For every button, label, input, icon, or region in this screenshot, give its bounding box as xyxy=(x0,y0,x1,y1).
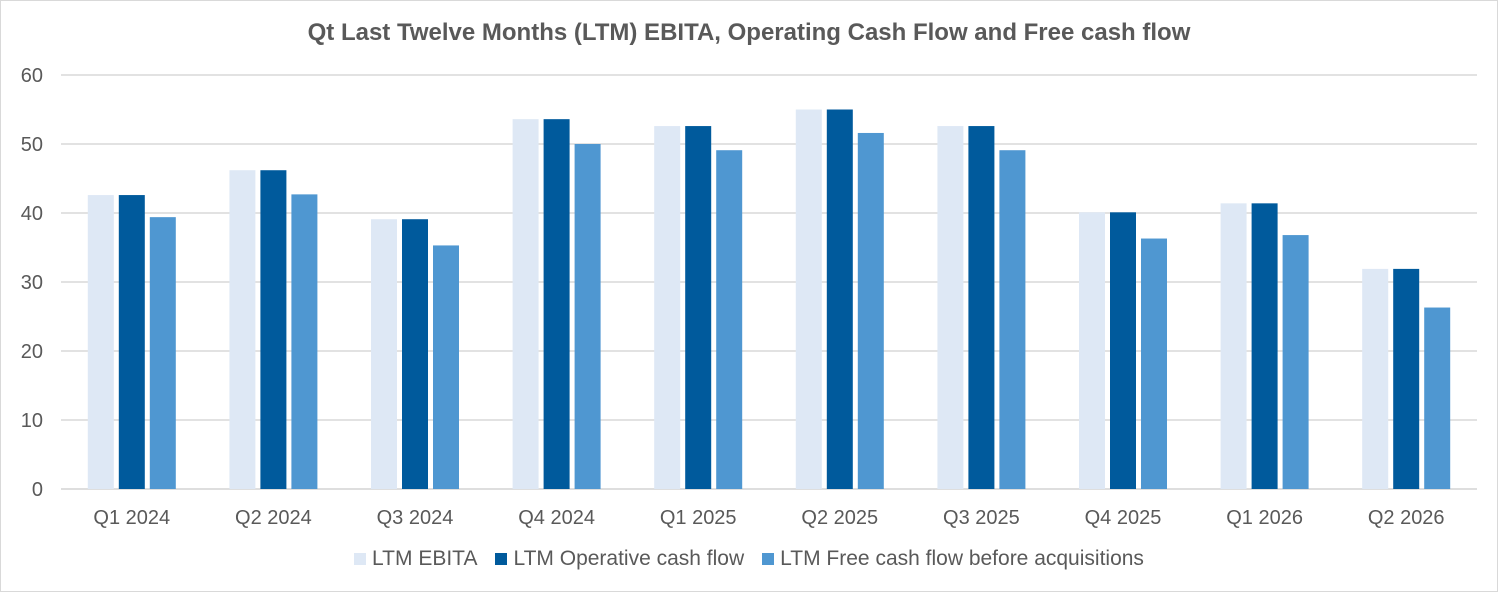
x-axis-ticks: Q1 2024 Q2 2024 Q3 2024 Q4 2024 Q1 2025 Q2 20… xyxy=(93,507,1444,529)
x-tick-label: Q2 2024 xyxy=(235,507,312,529)
bar-1-q3-2024 xyxy=(371,219,397,489)
chart-title: Qt Last Twelve Months (LTM) EBITA, Opera… xyxy=(307,19,1191,46)
bar-1-q1-2026 xyxy=(1220,203,1247,489)
x-tick-label: Q2 2026 xyxy=(1368,507,1445,529)
x-tick-label: Q1 2026 xyxy=(1226,507,1303,529)
legend-item: LTM Free cash flow before acquisitions xyxy=(762,547,1144,571)
bar-3-q1-2025 xyxy=(716,150,743,489)
y-tick-label: 10 xyxy=(21,410,43,432)
bar-2-q4-2024 xyxy=(543,119,570,489)
bar-2-q2-2024 xyxy=(260,170,287,489)
bar-1-q1-2024 xyxy=(87,195,114,489)
legend-swatch xyxy=(495,553,508,565)
y-tick-label: 40 xyxy=(21,203,43,225)
legend-item: LTM EBITA xyxy=(354,547,477,571)
bar-3-q3-2025 xyxy=(999,150,1026,489)
bar-3-q4-2025 xyxy=(1141,238,1167,489)
bar-2-q2-2026 xyxy=(1393,268,1420,489)
bar-2-q2-2025 xyxy=(826,109,853,489)
legend-label: LTM Operative cash flow xyxy=(513,547,745,570)
bar-2-q4-2025 xyxy=(1110,212,1136,489)
y-tick-label: 50 xyxy=(21,134,43,156)
x-tick-label: Q1 2024 xyxy=(93,507,170,529)
legend-label: LTM Free cash flow before acquisitions xyxy=(780,547,1144,570)
x-tick-label: Q4 2025 xyxy=(1085,507,1162,529)
bar-3-q4-2024 xyxy=(574,144,601,489)
bar-3-q3-2024 xyxy=(433,245,459,489)
legend-label: LTM EBITA xyxy=(372,547,478,570)
y-tick-label: 30 xyxy=(21,272,43,294)
bar-1-q4-2024 xyxy=(512,119,539,489)
bar-3-q2-2024 xyxy=(291,194,318,489)
legend-item: LTM Operative cash flow xyxy=(495,547,744,571)
bar-2-q3-2024 xyxy=(402,219,428,489)
bar-3-q2-2025 xyxy=(857,132,884,489)
bar-2-q3-2025 xyxy=(968,126,995,489)
x-tick-label: Q1 2025 xyxy=(660,507,737,529)
bar-1-q1-2025 xyxy=(654,126,681,489)
bar-2-q1-2026 xyxy=(1251,203,1278,489)
y-tick-label: 0 xyxy=(32,479,43,501)
legend-swatch xyxy=(354,553,367,565)
bar-2-q1-2024 xyxy=(118,195,145,489)
bar-2-q1-2025 xyxy=(685,126,712,489)
bar-1-q3-2025 xyxy=(937,126,964,489)
x-tick-label: Q2 2025 xyxy=(801,507,878,529)
y-axis-ticks: 0 10 20 30 40 50 60 xyxy=(21,65,43,501)
bar-1-q2-2024 xyxy=(229,170,256,489)
x-tick-label: Q3 2024 xyxy=(377,507,454,529)
bar-3-q1-2024 xyxy=(149,217,176,489)
bar-1-q2-2025 xyxy=(795,109,822,489)
x-tick-label: Q3 2025 xyxy=(943,507,1020,529)
legend: LTM EBITA LTM Operative cash flow LTM Free… xyxy=(1,547,1497,571)
x-tick-label: Q4 2024 xyxy=(518,507,595,529)
y-tick-label: 60 xyxy=(21,65,43,87)
bars xyxy=(87,109,1451,489)
bar-1-q4-2025 xyxy=(1079,212,1105,489)
bar-1-q2-2026 xyxy=(1362,268,1389,489)
legend-swatch xyxy=(762,553,775,565)
y-tick-label: 20 xyxy=(21,341,43,363)
bar-3-q2-2026 xyxy=(1424,307,1451,489)
bar-3-q1-2026 xyxy=(1282,235,1309,489)
